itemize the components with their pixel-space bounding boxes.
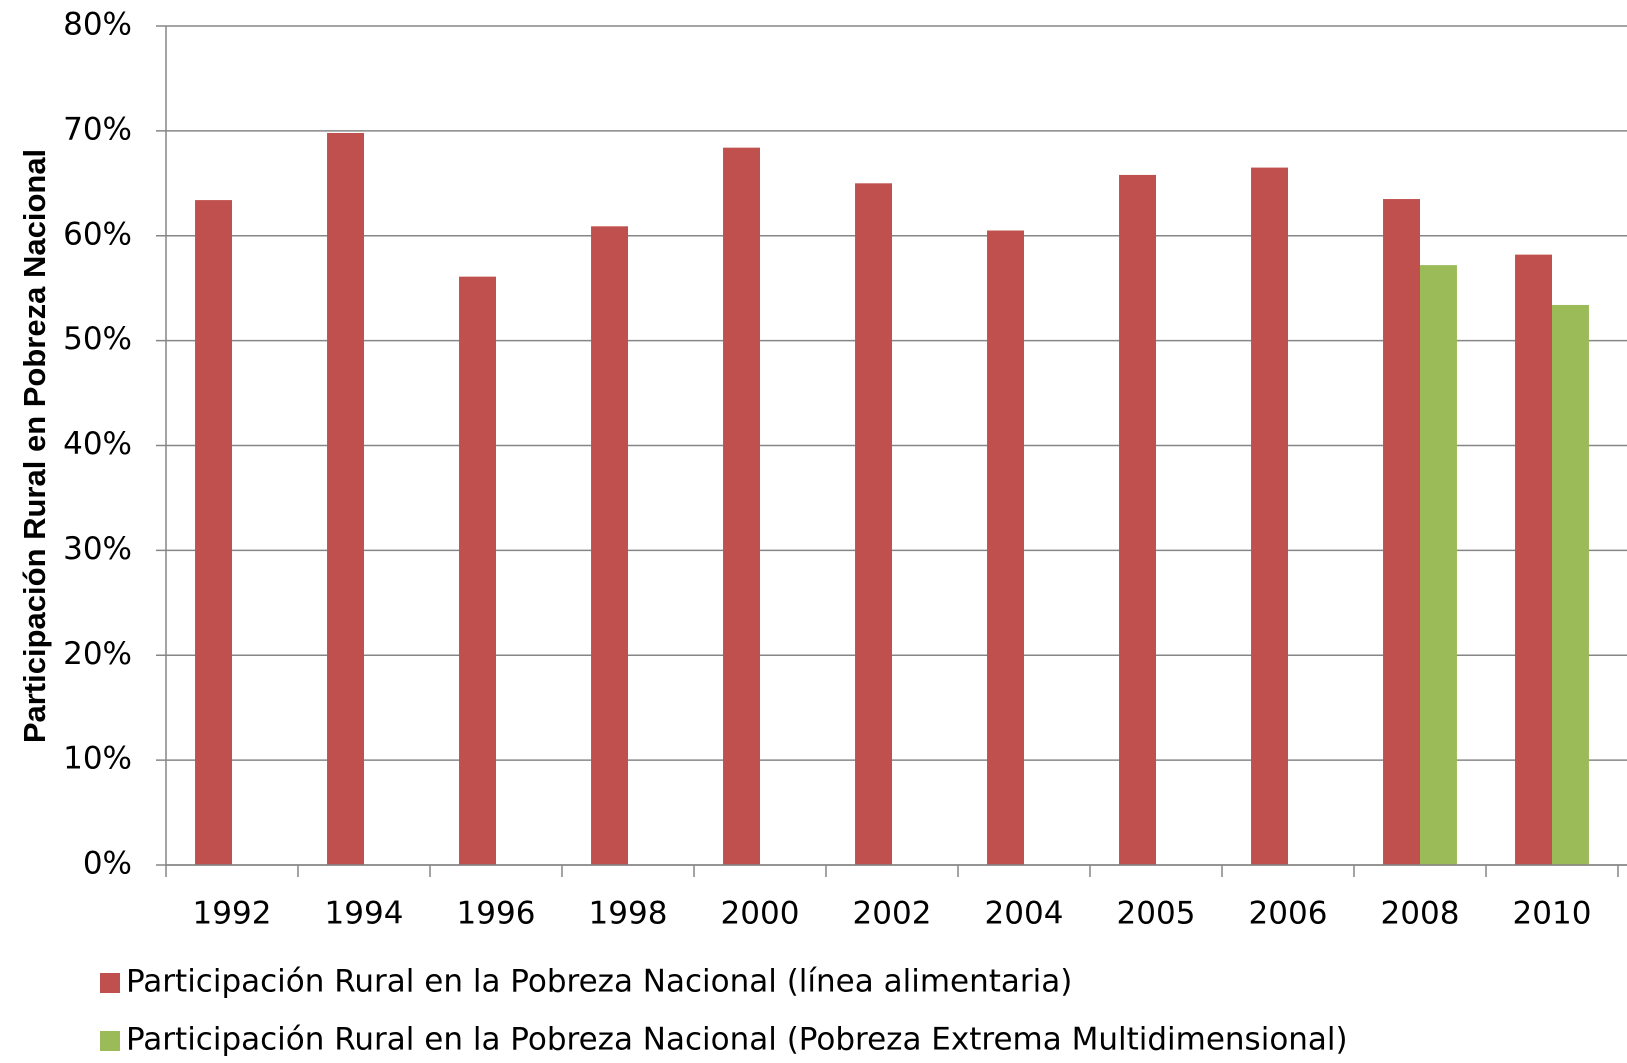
bar: [1420, 265, 1457, 865]
legend-label: Participación Rural en la Pobreza Nacion…: [126, 964, 1072, 1000]
x-tick-label: 2004: [985, 896, 1064, 932]
x-tick-label: 2005: [1117, 896, 1196, 932]
bar: [1515, 254, 1552, 865]
legend-marker: [100, 973, 120, 993]
y-tick-label: 10%: [63, 741, 132, 777]
y-tick-label: 20%: [63, 636, 132, 672]
x-tick-label: 2008: [1381, 896, 1460, 932]
y-tick-label: 80%: [63, 7, 132, 43]
y-tick-label: 30%: [63, 531, 132, 567]
bar: [723, 147, 760, 865]
bar: [195, 200, 232, 865]
bar: [1552, 304, 1589, 865]
x-tick-label: 1998: [589, 896, 668, 932]
x-tick-label: 1996: [457, 896, 536, 932]
x-tick-label: 2010: [1513, 896, 1592, 932]
y-axis-label: Participación Rural en Pobreza Nacional: [17, 149, 52, 743]
bar: [591, 226, 628, 865]
x-tick-label: 2002: [853, 896, 932, 932]
y-tick-label: 70%: [63, 111, 132, 147]
x-tick-label: 1994: [325, 896, 404, 932]
legend-label: Participación Rural en la Pobreza Nacion…: [126, 1022, 1348, 1058]
y-tick-label: 50%: [63, 321, 132, 357]
x-tick-label: 2006: [1249, 896, 1328, 932]
bar: [855, 183, 892, 865]
x-tick-label: 2000: [721, 896, 800, 932]
x-tick-label: 1992: [193, 896, 272, 932]
legend-marker: [100, 1031, 120, 1051]
bar: [987, 230, 1024, 866]
y-tick-label: 40%: [63, 426, 132, 462]
y-tick-label: 0%: [83, 846, 132, 882]
bar: [1119, 174, 1156, 866]
bar: [1383, 199, 1420, 865]
bar: [459, 276, 496, 865]
bar: [327, 132, 364, 865]
y-tick-label: 60%: [63, 216, 132, 252]
bar: [1251, 167, 1288, 866]
